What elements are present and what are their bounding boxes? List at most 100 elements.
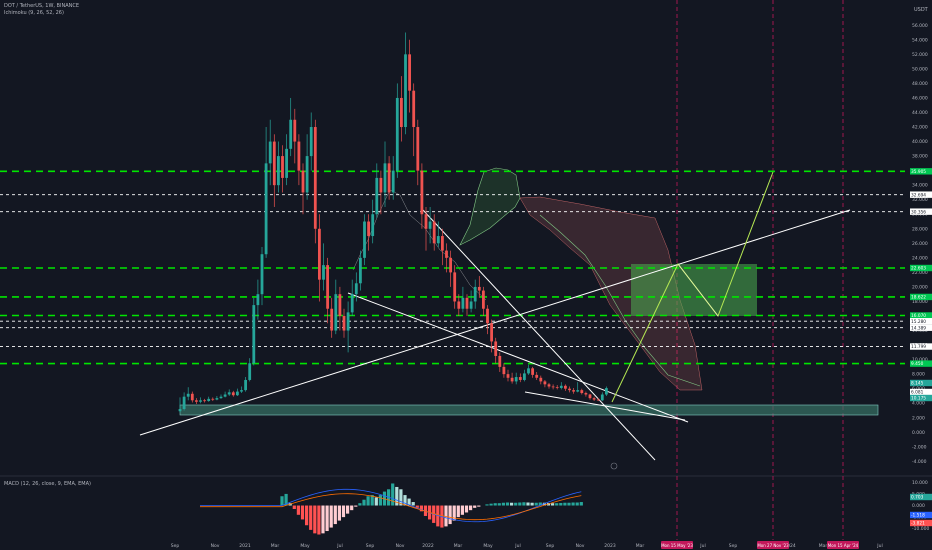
- level-tag: [910, 324, 932, 331]
- candle-body: [404, 54, 407, 128]
- projection-leg: [677, 263, 719, 317]
- macd-y-tick-label: 10.000: [912, 480, 928, 486]
- candle-body: [281, 156, 284, 178]
- macd-histogram-bar: [329, 505, 333, 528]
- y-tick-label: 18.000: [912, 299, 928, 305]
- macd-histogram-bar: [567, 502, 571, 506]
- macd-histogram-bar: [423, 505, 428, 516]
- candle-body: [359, 257, 362, 284]
- candle-body: [301, 170, 305, 193]
- candle-body: [518, 377, 522, 380]
- x-tick-label: 2021: [239, 543, 251, 549]
- candle-body: [395, 97, 399, 171]
- level-tag-text: 32.694: [911, 192, 926, 198]
- candle-body: [264, 163, 268, 255]
- y-tick-label: 46.000: [912, 95, 928, 101]
- candle-body: [244, 379, 247, 391]
- macd-histogram-bar: [473, 505, 477, 508]
- candle-body: [363, 221, 366, 258]
- macd-legend[interactable]: MACD (12, 26, close, 9, EMA, EMA): [4, 481, 91, 487]
- x-tick-label: Mar: [819, 543, 828, 549]
- x-tick-label: Nov: [396, 543, 405, 549]
- trendline[interactable]: [422, 209, 656, 461]
- candle-body: [391, 170, 395, 193]
- macd-histogram-bar: [448, 505, 452, 525]
- candle-body: [555, 387, 559, 389]
- x-tick-label: Jul: [336, 543, 342, 549]
- y-tick-label: 32.000: [912, 197, 928, 203]
- macd-histogram-bar: [571, 502, 575, 506]
- candle-body: [605, 388, 608, 395]
- x-tick-label: Mar: [454, 543, 463, 549]
- candle-body: [326, 265, 329, 309]
- x-tick-label: 2022: [422, 543, 434, 549]
- support-zone: [179, 404, 879, 416]
- candle-body: [486, 308, 489, 324]
- x-tick-label: 2023: [604, 543, 616, 549]
- candle-body: [318, 228, 321, 280]
- ichimoku-legend[interactable]: Ichimoku (9, 26, 52, 26): [4, 10, 64, 16]
- symbol-title[interactable]: DOT / TetherUS, 1W, BINANCE: [4, 3, 80, 9]
- candle-body: [178, 409, 182, 412]
- macd-histogram-bar: [456, 505, 460, 518]
- x-tick-label: 2024: [784, 543, 796, 549]
- y-tick-label: -4.000: [912, 459, 927, 465]
- candle-body: [313, 127, 317, 229]
- candle-body: [277, 156, 280, 186]
- ichimoku-cloud-bullish: [459, 167, 521, 246]
- ichimoku-span-b: [539, 214, 701, 387]
- y-tick-label: 2.000: [912, 415, 925, 421]
- level-tag-text: 30.356: [911, 209, 926, 215]
- macd-histogram-bar: [399, 489, 403, 506]
- candle-body: [498, 355, 502, 367]
- y-tick-label: 34.000: [912, 183, 928, 189]
- macd-histogram-bar: [579, 502, 583, 506]
- macd-histogram-bar: [346, 505, 350, 514]
- level-tag-text: 15.280: [911, 319, 926, 325]
- macd-y-tick-label: -10.000: [912, 526, 930, 532]
- macd-histogram-bar: [452, 505, 456, 521]
- candle-body: [490, 323, 493, 342]
- candle-body: [203, 400, 206, 402]
- macd-histogram-bar: [407, 498, 411, 506]
- candle-body: [502, 366, 506, 375]
- x-tick-label: Sep: [729, 543, 738, 549]
- level-tag-text: 22.603: [911, 266, 926, 272]
- candle-body: [236, 391, 239, 396]
- candle-body: [387, 163, 391, 193]
- y-tick-label: 22.000: [912, 270, 928, 276]
- trendline[interactable]: [139, 209, 851, 436]
- y-tick-label: 56.000: [912, 23, 928, 29]
- macd-histogram-bar: [305, 505, 309, 526]
- candle-body: [342, 316, 346, 331]
- candle-body: [375, 177, 379, 215]
- date-badge: [827, 541, 859, 549]
- level-tag: [910, 168, 932, 175]
- candle-body: [199, 400, 202, 402]
- x-tick-label: Mar: [271, 543, 280, 549]
- candle-body: [564, 385, 567, 389]
- macd-histogram-bar: [350, 505, 354, 511]
- date-badge: [661, 541, 693, 549]
- candle-body: [445, 250, 448, 258]
- candle-body: [477, 286, 481, 291]
- trendline[interactable]: [524, 391, 686, 421]
- price-tag: [910, 394, 932, 402]
- target-zone: [631, 264, 757, 316]
- candle-body: [383, 163, 387, 193]
- level-tag: [910, 318, 932, 325]
- macd-histogram-bar: [555, 503, 559, 506]
- candle-body: [195, 400, 198, 402]
- x-tick-label: Nov: [576, 543, 585, 549]
- level-tag: [910, 191, 932, 198]
- macd-histogram-bar: [501, 502, 505, 506]
- trendline[interactable]: [347, 292, 689, 423]
- y-tick-label: 8.000: [912, 372, 925, 378]
- level-tag: [910, 360, 932, 367]
- candle-body: [330, 308, 334, 331]
- macd-value-tag: [910, 511, 932, 519]
- candle-body: [436, 236, 440, 244]
- candle-body: [322, 265, 325, 280]
- x-tick-label: May: [300, 543, 310, 549]
- macd-histogram-bar: [374, 497, 378, 506]
